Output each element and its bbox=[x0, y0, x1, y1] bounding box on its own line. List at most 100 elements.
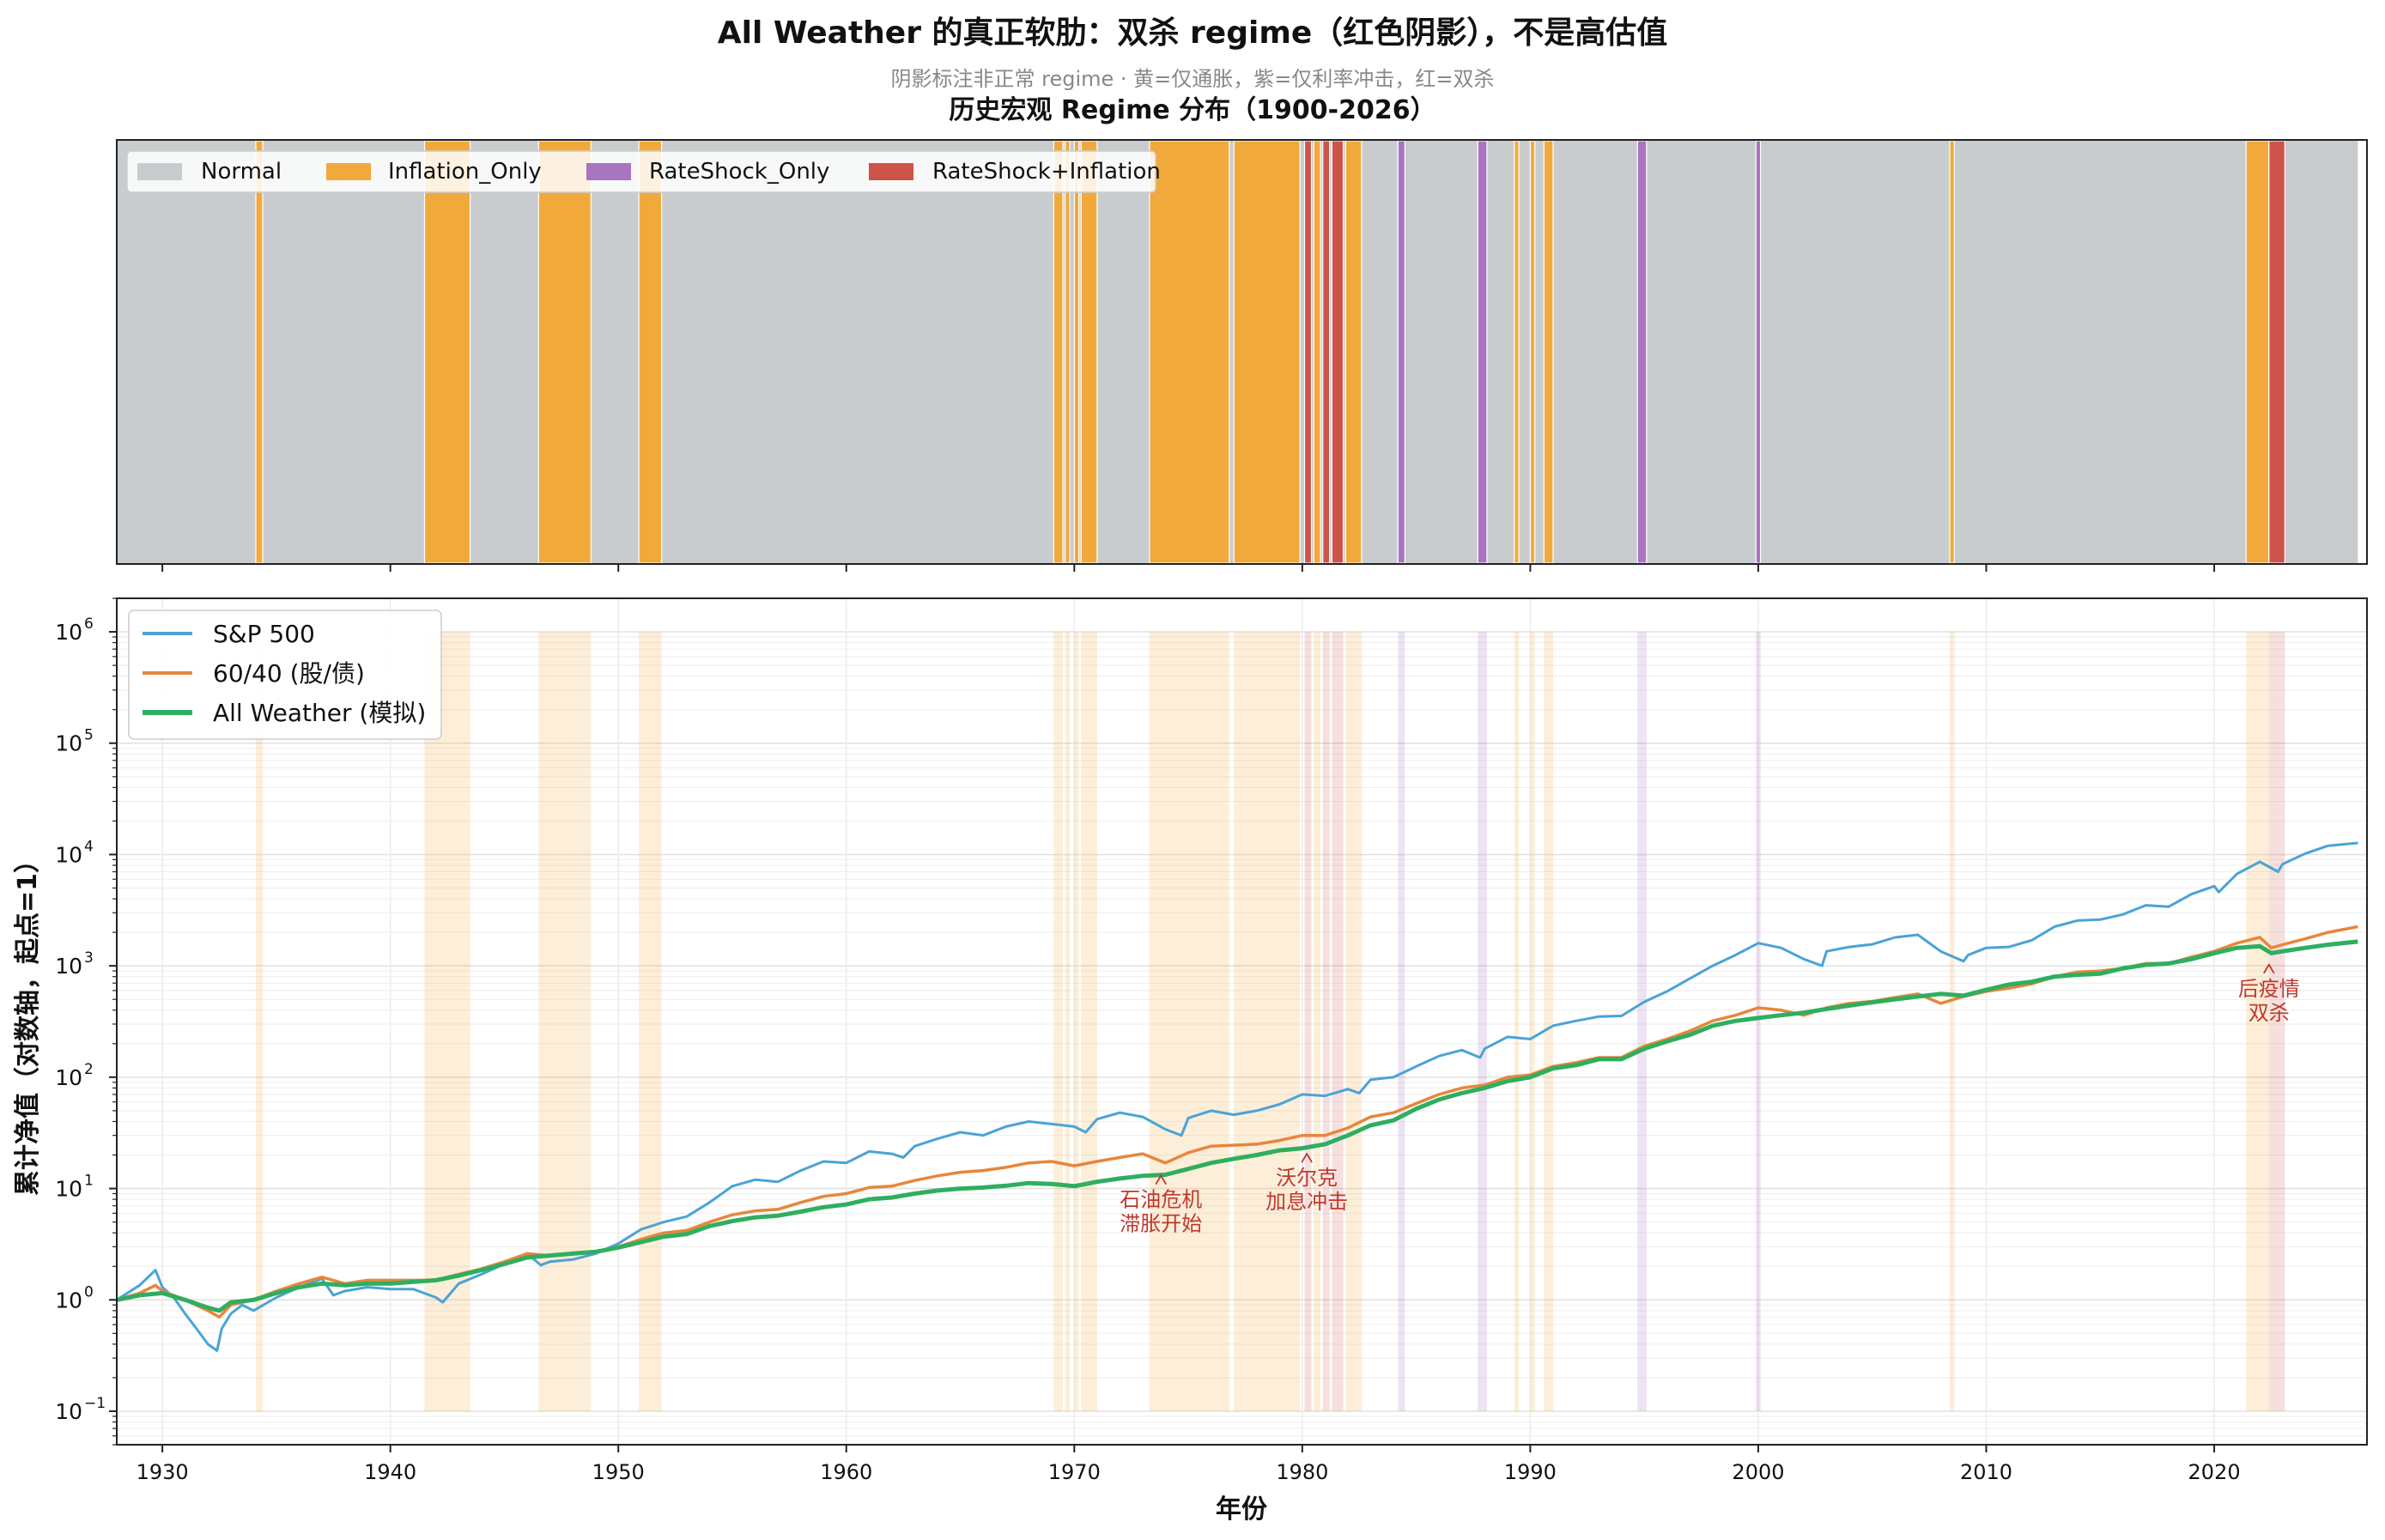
regime-band-inflation-only bbox=[1514, 140, 1520, 564]
x-axis-label: 年份 bbox=[1216, 1495, 1267, 1525]
regime-band-inflation-only bbox=[1080, 140, 1098, 564]
annotation-arrow bbox=[1155, 1173, 1168, 1185]
annotation-text: 后疫情 bbox=[2238, 977, 2300, 1001]
regime-band-inflation-only bbox=[1149, 140, 1230, 564]
y-tick-exponent: 5 bbox=[84, 727, 94, 744]
regime-legend-box bbox=[126, 150, 1156, 193]
regime-band-inflation-only bbox=[1313, 140, 1321, 564]
x-tick-label: 1950 bbox=[592, 1460, 645, 1484]
regime-band-inflation-only bbox=[1233, 140, 1301, 564]
legend-swatch-normal bbox=[137, 163, 182, 180]
regime-shade-inflation-only bbox=[1234, 632, 1301, 1411]
performance-legend: S&P 500 60/40 (股/债) All Weather (模拟) bbox=[128, 609, 442, 740]
x-tick-label: 2000 bbox=[1732, 1460, 1784, 1484]
y-tick-exponent: −1 bbox=[84, 1395, 106, 1412]
regime-band-inflation-only bbox=[537, 140, 592, 564]
series-line-sp500 bbox=[116, 841, 2358, 1352]
regime-shade-inflation-only bbox=[538, 632, 592, 1411]
legend-swatch-inflation-only bbox=[326, 163, 371, 180]
regime-band-inflation-only bbox=[423, 140, 471, 564]
regime-shade-inflation-only bbox=[1074, 632, 1079, 1411]
regime-band-inflation-only bbox=[2245, 140, 2270, 564]
y-tick-exponent: 4 bbox=[84, 838, 94, 855]
regime-band-inflation-only bbox=[1053, 140, 1064, 564]
regime-shade-inflation-only bbox=[1314, 632, 1321, 1411]
legend-swatch-rateshock-only bbox=[586, 163, 631, 180]
regime-shade-inflation-only bbox=[1065, 632, 1071, 1411]
y-tick-label: 10 bbox=[55, 842, 82, 867]
annotation-arrow bbox=[1301, 1152, 1313, 1163]
annotation-arrow bbox=[2263, 963, 2275, 974]
annotation-text: 石油危机 bbox=[1120, 1188, 1202, 1212]
legend-label-all-weather: All Weather (模拟) bbox=[213, 699, 426, 727]
regime-shade-rateshock-only bbox=[1398, 632, 1405, 1411]
regime-shade-rateshock-inflation bbox=[1304, 632, 1312, 1411]
x-tick-label: 1990 bbox=[1504, 1460, 1557, 1484]
regime-shade-inflation-only bbox=[255, 632, 263, 1411]
regime-shade-inflation-only bbox=[1950, 632, 1955, 1411]
regime-panel: Normal Inflation_Only RateShock_Only Rat… bbox=[116, 139, 2368, 572]
regime-shade-inflation-only bbox=[1530, 632, 1535, 1411]
figure-title: All Weather 的真正软肋：双杀 regime（红色阴影），不是高估值 bbox=[718, 15, 1668, 51]
regime-legend: Normal Inflation_Only RateShock_Only Rat… bbox=[126, 150, 1161, 193]
performance-panel-frame bbox=[116, 597, 2368, 1446]
regime-shade-rateshock-only bbox=[1756, 632, 1761, 1411]
y-tick-exponent: 3 bbox=[84, 949, 94, 967]
y-tick-label: 10 bbox=[55, 954, 82, 979]
y-tick-label: 10 bbox=[55, 1177, 82, 1202]
regime-shade-inflation-only bbox=[1345, 632, 1362, 1411]
regime-shade-rateshock-only bbox=[1637, 632, 1647, 1411]
x-tick-label: 2010 bbox=[1960, 1460, 2012, 1484]
regime-band-inflation-only bbox=[1344, 140, 1362, 564]
legend-label-sp500: S&P 500 bbox=[213, 620, 315, 648]
regime-band-inflation-only bbox=[255, 140, 264, 564]
regime-shade-inflation-only bbox=[1514, 632, 1520, 1411]
x-tick-label: 1940 bbox=[364, 1460, 416, 1484]
regime-band-rateshock-only bbox=[1755, 140, 1762, 564]
x-tick-label: 1970 bbox=[1048, 1460, 1101, 1484]
y-tick-label: 10 bbox=[55, 731, 82, 756]
regime-band-inflation-only bbox=[638, 140, 663, 564]
x-tick-label: 1930 bbox=[137, 1460, 189, 1484]
y-tick-label: 10 bbox=[55, 1399, 82, 1424]
regime-shade-inflation-only bbox=[1053, 632, 1064, 1411]
y-tick-label: 10 bbox=[55, 1065, 82, 1090]
x-tick-label: 1960 bbox=[820, 1460, 872, 1484]
regime-shade-inflation-only bbox=[1081, 632, 1097, 1411]
regime-panel-title: 历史宏观 Regime 分布（1900-2026） bbox=[949, 95, 1435, 125]
regime-panel-frame bbox=[116, 139, 2368, 565]
x-tick-label: 2020 bbox=[2188, 1460, 2241, 1484]
annotation-text: 滞胀开始 bbox=[1120, 1212, 1202, 1236]
regime-shade-inflation-only bbox=[1544, 632, 1553, 1411]
regime-band-rateshock-inflation bbox=[2268, 140, 2286, 564]
y-tick-exponent: 6 bbox=[84, 615, 94, 633]
regime-shade-rateshock-inflation bbox=[1332, 632, 1344, 1411]
x-tick-label: 1980 bbox=[1276, 1460, 1328, 1484]
regime-band-rateshock-inflation bbox=[1322, 140, 1331, 564]
legend-swatch-double-kill bbox=[869, 163, 913, 180]
legend-label-sixty-forty: 60/40 (股/债) bbox=[213, 659, 365, 688]
y-tick-exponent: 1 bbox=[84, 1173, 94, 1190]
regime-shade-rateshock-only bbox=[1478, 632, 1487, 1411]
y-tick-exponent: 2 bbox=[84, 1061, 94, 1078]
regime-shade-inflation-only bbox=[424, 632, 470, 1411]
regime-band-inflation-only bbox=[1065, 140, 1071, 564]
regime-shade-rateshock-inflation bbox=[2268, 632, 2285, 1411]
regime-band-inflation-only bbox=[1543, 140, 1554, 564]
performance-panel-background bbox=[117, 598, 2367, 1445]
y-axis-label: 累计净值（对数轴，起点=1） bbox=[13, 847, 43, 1196]
legend-label-inflation-only: Inflation_Only bbox=[388, 159, 542, 185]
legend-label-double-kill: RateShock+Inflation bbox=[932, 159, 1161, 185]
y-tick-exponent: 0 bbox=[84, 1283, 94, 1301]
legend-label-rateshock-only: RateShock_Only bbox=[649, 159, 829, 185]
y-tick-label: 10 bbox=[55, 620, 82, 645]
y-tick-label: 10 bbox=[55, 1288, 82, 1313]
regime-band-rateshock-only bbox=[1636, 140, 1648, 564]
legend-label-normal: Normal bbox=[201, 159, 282, 185]
annotation-text: 双杀 bbox=[2248, 1001, 2290, 1025]
regime-band-inflation-only bbox=[1949, 140, 1955, 564]
regime-band-inflation-only bbox=[1529, 140, 1536, 564]
performance-legend-box bbox=[128, 609, 442, 740]
